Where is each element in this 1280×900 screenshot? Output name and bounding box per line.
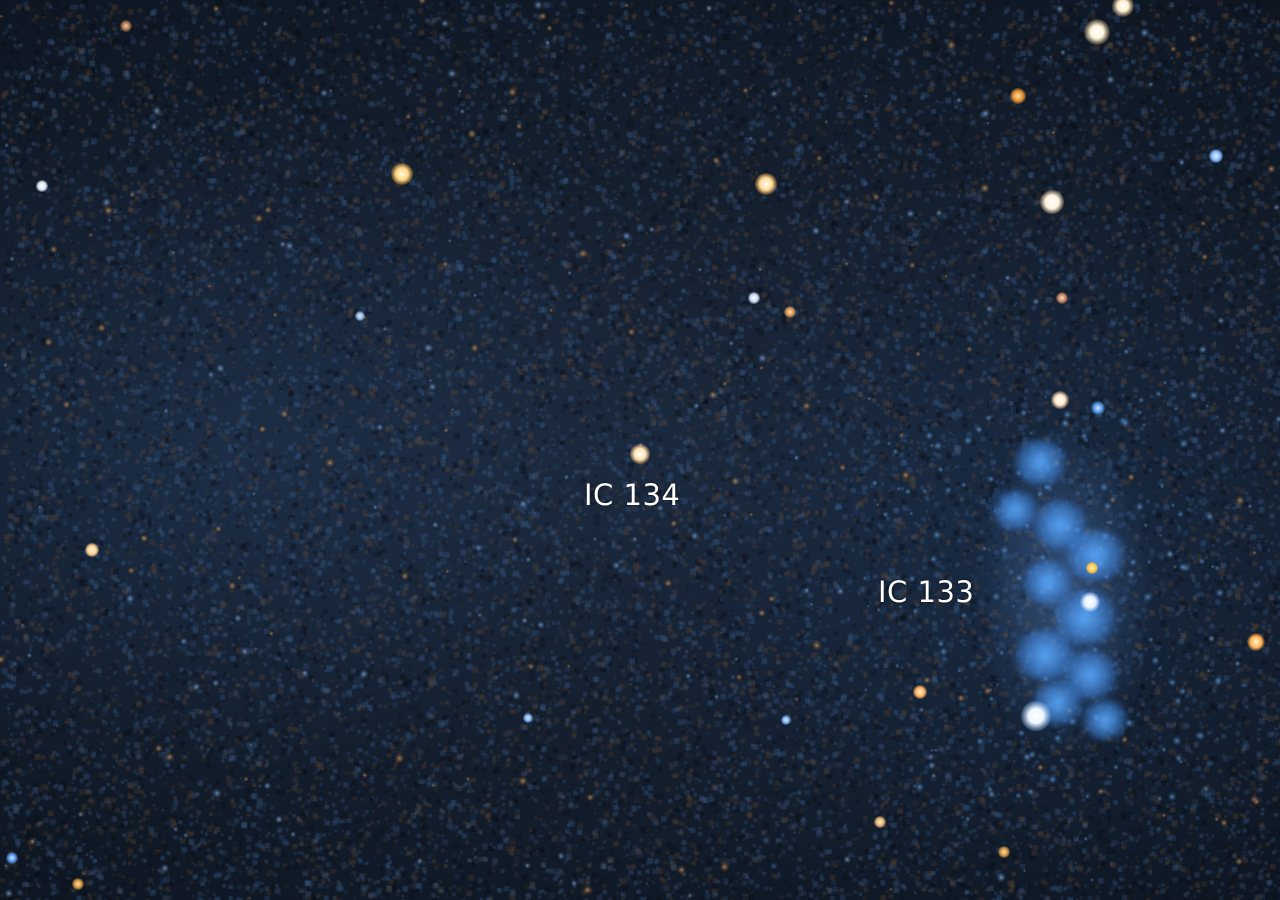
star: [874, 816, 886, 828]
star: [998, 846, 1010, 858]
nebula-knot: [1010, 440, 1070, 485]
nebula-knot: [1080, 700, 1130, 740]
star: [36, 180, 48, 192]
star: [755, 173, 777, 195]
star: [1247, 633, 1265, 651]
star: [85, 543, 99, 557]
star: [1051, 391, 1069, 409]
star: [781, 715, 791, 725]
star: [120, 20, 132, 32]
ic134-label: IC 134: [584, 478, 681, 512]
star: [523, 713, 533, 723]
star: [1080, 592, 1100, 612]
star: [72, 878, 84, 890]
star: [355, 311, 365, 321]
star: [391, 163, 413, 185]
star: [630, 444, 650, 464]
star: [1010, 88, 1026, 104]
star: [6, 852, 18, 864]
star: [1040, 190, 1064, 214]
star: [1209, 149, 1223, 163]
star: [1112, 0, 1134, 17]
ic133-label: IC 133: [878, 575, 975, 609]
star: [784, 306, 796, 318]
star: [1086, 562, 1098, 574]
star: [1021, 701, 1051, 731]
star: [913, 685, 927, 699]
star: [1056, 292, 1068, 304]
star: [748, 292, 760, 304]
star: [1091, 401, 1105, 415]
star: [1084, 19, 1110, 45]
